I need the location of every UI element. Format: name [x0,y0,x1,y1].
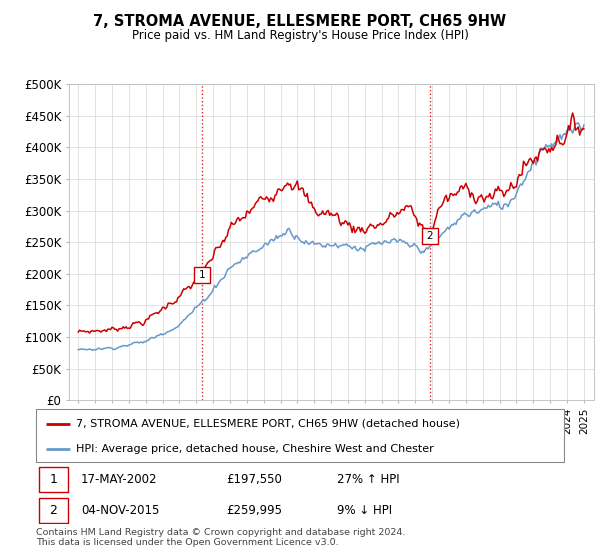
FancyBboxPatch shape [38,467,68,492]
Text: 17-MAY-2002: 17-MAY-2002 [81,473,157,486]
Text: 2: 2 [49,504,57,517]
Text: 1: 1 [49,473,57,486]
Text: 04-NOV-2015: 04-NOV-2015 [81,504,159,517]
Text: 7, STROMA AVENUE, ELLESMERE PORT, CH65 9HW (detached house): 7, STROMA AVENUE, ELLESMERE PORT, CH65 9… [76,419,460,429]
Text: £259,995: £259,995 [226,504,282,517]
Text: 9% ↓ HPI: 9% ↓ HPI [337,504,392,517]
FancyBboxPatch shape [38,498,68,523]
Text: 1: 1 [199,270,206,281]
Text: HPI: Average price, detached house, Cheshire West and Chester: HPI: Average price, detached house, Ches… [76,444,433,454]
Text: 7, STROMA AVENUE, ELLESMERE PORT, CH65 9HW: 7, STROMA AVENUE, ELLESMERE PORT, CH65 9… [94,14,506,29]
Text: £197,550: £197,550 [226,473,282,486]
Text: Contains HM Land Registry data © Crown copyright and database right 2024.
This d: Contains HM Land Registry data © Crown c… [36,528,406,547]
Text: 2: 2 [426,231,433,241]
Text: Price paid vs. HM Land Registry's House Price Index (HPI): Price paid vs. HM Land Registry's House … [131,29,469,42]
Text: 27% ↑ HPI: 27% ↑ HPI [337,473,400,486]
